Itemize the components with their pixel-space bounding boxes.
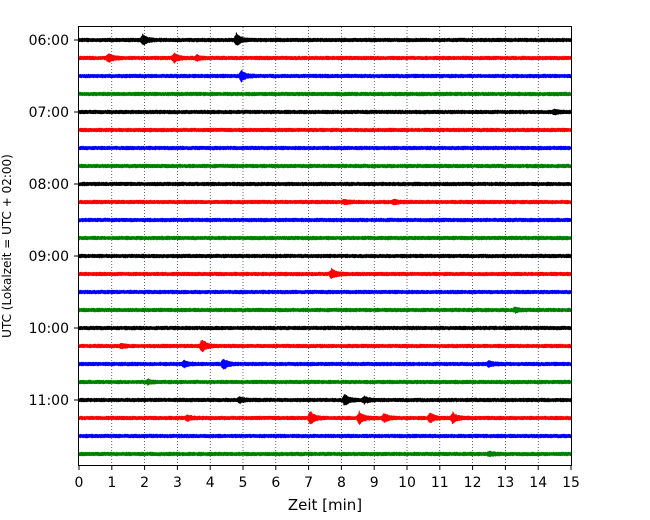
x-axis-label: Zeit [min] <box>288 496 362 514</box>
traces <box>78 32 572 458</box>
seismogram-trace <box>78 433 572 439</box>
x-tick-label: 4 <box>206 475 215 491</box>
x-tick-label: 7 <box>304 475 313 491</box>
y-tick-label: 08:00 <box>29 177 69 193</box>
x-ticks: 0 1 2 3 4 5 6 7 8 9 10 11 12 13 14 15 <box>75 465 580 491</box>
x-tick-label: 6 <box>271 475 280 491</box>
x-tick-label: 3 <box>173 475 182 491</box>
x-tick-label: 9 <box>370 475 379 491</box>
x-tick-label: 12 <box>464 475 482 491</box>
seismogram-trace <box>78 253 572 259</box>
seismogram-trace <box>78 235 572 241</box>
x-tick-label: 5 <box>239 475 248 491</box>
y-tick-label: 07:00 <box>29 105 69 121</box>
seismogram-trace <box>78 163 572 169</box>
seismogram-trace <box>78 289 572 295</box>
y-axis-label: UTC (Lokalzeit = UTC + 02:00) <box>0 154 14 338</box>
y-tick-label: 06:00 <box>29 33 69 49</box>
x-tick-label: 15 <box>562 475 580 491</box>
x-tick-label: 2 <box>140 475 149 491</box>
seismogram-trace <box>78 267 572 280</box>
seismogram-trace <box>78 450 572 458</box>
x-tick-label: 11 <box>431 475 449 491</box>
seismogram-trace <box>78 145 572 151</box>
x-tick-label: 13 <box>496 475 514 491</box>
seismogram-trace <box>78 358 572 370</box>
y-tick-label: 11:00 <box>29 393 69 409</box>
y-ticks: 06:00 07:00 08:00 09:00 10:00 11:00 <box>29 33 79 409</box>
seismogram-trace <box>78 378 572 386</box>
seismogram-trace <box>78 181 572 187</box>
y-tick-label: 10:00 <box>29 321 69 337</box>
seismogram-trace <box>78 217 572 223</box>
x-tick-label: 0 <box>75 475 84 491</box>
seismogram-trace <box>78 339 572 353</box>
seismogram-trace <box>78 325 572 331</box>
seismogram-trace <box>78 394 572 406</box>
x-tick-label: 1 <box>107 475 116 491</box>
seismogram-trace <box>78 198 572 206</box>
seismogram-trace <box>78 127 572 133</box>
x-tick-label: 8 <box>337 475 346 491</box>
plot-frame <box>78 26 572 466</box>
y-tick-label: 09:00 <box>29 249 69 265</box>
seismogram-trace <box>78 91 572 97</box>
seismogram-trace <box>78 70 572 83</box>
x-tick-label: 14 <box>529 475 547 491</box>
seismogram-trace <box>78 410 572 425</box>
seismogram-trace <box>78 108 572 116</box>
seismogram-trace <box>78 52 572 64</box>
seismogram-trace <box>78 32 572 46</box>
seismogram-trace <box>78 306 572 314</box>
x-grid <box>111 27 539 465</box>
x-tick-label: 10 <box>398 475 416 491</box>
